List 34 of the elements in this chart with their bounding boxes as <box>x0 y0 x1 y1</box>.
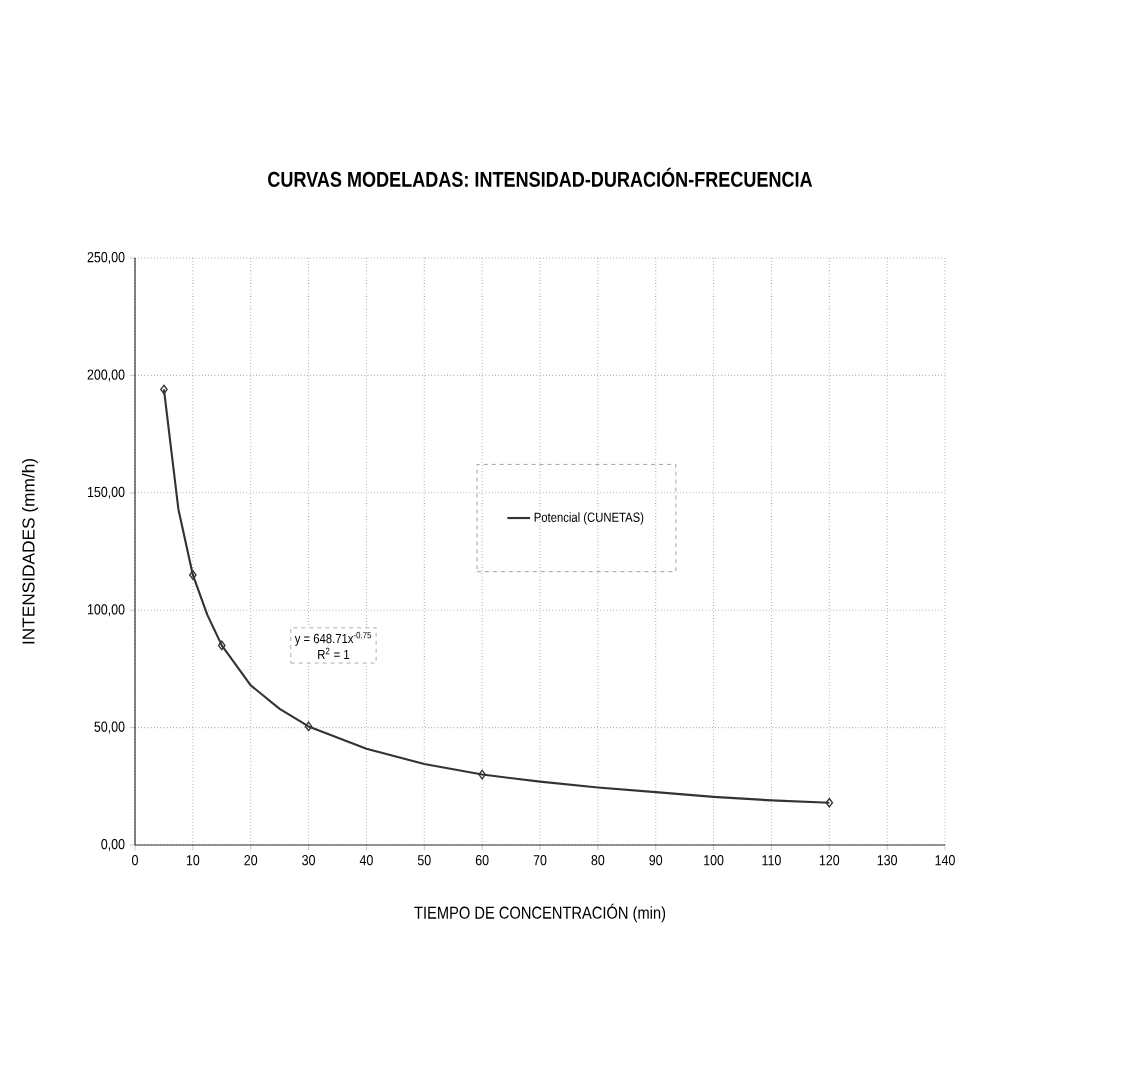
x-tick-label: 10 <box>186 855 200 866</box>
x-tick-label: 120 <box>819 855 840 866</box>
x-tick-label: 100 <box>704 855 724 866</box>
point <box>160 384 168 395</box>
x-tick-label: 130 <box>877 855 898 866</box>
x-tick-label: 40 <box>359 855 373 866</box>
annotation: R$^{2}$ = 1 <box>318 647 350 660</box>
line-series <box>162 388 831 804</box>
x-tick-label: 30 <box>302 855 315 866</box>
point <box>478 769 486 780</box>
y-tick-label: 100,00 <box>87 604 125 617</box>
x-tick-label: 90 <box>649 855 663 866</box>
chart-title: CURVAS MODELADAS: INTENSIDAD-DURACIÓN-FRECUENCIA <box>268 167 813 187</box>
x-tick-label: 60 <box>475 855 489 866</box>
y-tick-label: 0,00 <box>101 838 125 852</box>
y-axis-title: INTENSIDADES (mm/h) <box>21 459 39 644</box>
y-tick-label: 50,00 <box>94 721 125 734</box>
x-axis-title: TIEMPO DE CONCENTRACIÓN (min) <box>414 903 666 923</box>
x-tick-label: 140 <box>935 855 955 866</box>
y-tick-label: 150,00 <box>87 486 125 499</box>
y-tick-label: 200,00 <box>87 369 125 382</box>
point <box>825 797 834 808</box>
y-tick-label: 250,00 <box>87 251 125 265</box>
point <box>304 721 313 732</box>
x-tick-label: 70 <box>533 855 547 866</box>
annotation: y = 648.71x$^{-0.75}$ <box>294 631 372 646</box>
point <box>189 570 197 580</box>
legend-label: Potencial (CUNETAS) <box>534 512 644 525</box>
x-tick-label: 0 <box>132 855 138 866</box>
x-tick-label: 20 <box>244 855 258 866</box>
x-tick-label: 50 <box>417 855 431 866</box>
point <box>217 640 226 651</box>
x-tick-label: 110 <box>762 855 781 866</box>
x-tick-label: 80 <box>591 855 605 866</box>
